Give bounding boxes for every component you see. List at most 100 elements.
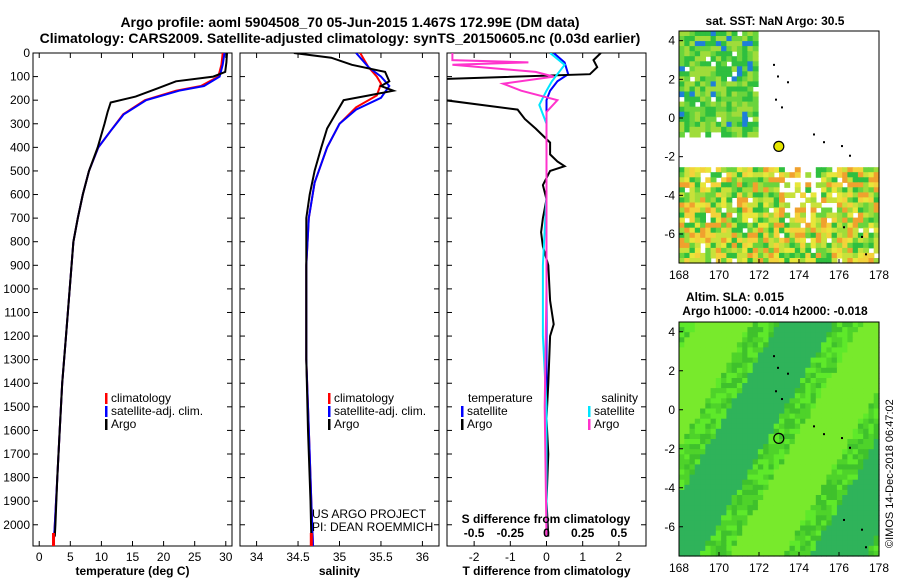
sla-map-cell (821, 423, 827, 430)
sst-map-cell (736, 217, 743, 224)
sla-map-cell (736, 433, 743, 440)
sla-map-cell (726, 535, 733, 542)
sst-map-cell (794, 227, 801, 234)
sst-map-cell (684, 96, 691, 103)
sst-map-cell (757, 232, 764, 239)
sst-map-cell (726, 242, 733, 249)
sla-map-cell (836, 449, 843, 455)
sla-map-cell (731, 357, 738, 364)
difference-profile-xtick-label: 0 (543, 550, 550, 564)
sst-map-cell (821, 222, 827, 229)
sla-map-cell (710, 474, 717, 481)
sla-map-cell (873, 500, 880, 506)
sla-map-cell (757, 352, 764, 359)
sla-map-cell (821, 352, 827, 359)
sla-map-cell (863, 484, 870, 491)
sla-map-cell (794, 510, 801, 516)
sst-map-cell (705, 71, 712, 77)
sla-map-cell (736, 525, 743, 532)
sla-map-cell (857, 383, 864, 389)
sst-map-cell (731, 131, 738, 138)
sla-map-cell (873, 545, 880, 552)
sla-map-cell (684, 418, 691, 425)
sla-map-cell (868, 550, 875, 557)
sst-map-cell (715, 126, 722, 133)
sla-map-cell (700, 550, 706, 557)
sst-map-cell (684, 106, 691, 113)
sla-map-cell (684, 535, 691, 542)
sst-map-cell (694, 217, 701, 224)
sst-map-cell (694, 212, 701, 219)
sst-map-cell (842, 237, 849, 244)
sst-map-cell (757, 242, 764, 249)
sla-map-cell (852, 444, 859, 450)
sla-map-cell (763, 449, 770, 455)
sla-map-cell (794, 383, 801, 389)
sla-map-cell (726, 444, 733, 450)
sst-map-cell (684, 56, 691, 62)
sst-map-cell (752, 91, 759, 98)
sla-map-cell (789, 479, 796, 486)
sla-map-cell (868, 484, 875, 491)
sst-map-cell (873, 202, 880, 209)
sla-map-cell (752, 372, 759, 379)
sla-map-cell (710, 439, 717, 445)
sst-map-cell (752, 237, 759, 244)
sla-map-cell (789, 515, 796, 521)
sla-map-cell (794, 439, 801, 445)
sla-map-cell (826, 484, 833, 491)
sla-map-cell (679, 372, 685, 379)
sst-map-cell (873, 237, 880, 244)
sla-map-cell (731, 418, 738, 425)
sst-map-cell (873, 227, 880, 234)
sla-map-cell (694, 352, 701, 359)
sla-map-cell (826, 403, 833, 410)
sst-map-cell (821, 192, 827, 198)
temp-legend-swatch (105, 393, 108, 404)
sst-map-cell (852, 242, 859, 249)
sla-map-cell (789, 449, 796, 455)
sla-map-cell (815, 459, 822, 465)
sst-map-cell (815, 232, 822, 239)
sla-map-cell (752, 408, 759, 415)
sla-map-cell (710, 327, 717, 333)
sst-map-cell (794, 232, 801, 239)
sla-map-cell (805, 449, 812, 455)
sla-map-cell (789, 327, 796, 333)
sla-map-cell (694, 484, 701, 491)
sst-map-cell (731, 116, 738, 123)
sla-map-cell (873, 352, 880, 359)
sla-map-cell (773, 550, 780, 557)
sst-map-cell (794, 207, 801, 214)
sla-map-cell (800, 439, 806, 445)
sla-map-cell (857, 474, 864, 481)
sla-map-cell (805, 525, 812, 532)
sla-map-cell (710, 535, 717, 542)
sla-map-cell (763, 469, 770, 476)
sla-map-cell (857, 393, 864, 399)
sst-map-cell (726, 66, 733, 72)
sst-map-cell (821, 242, 827, 249)
sla-map-cell (763, 545, 770, 552)
sla-map-cell (831, 495, 838, 501)
sla-map-cell (847, 418, 854, 425)
sla-map-cell (757, 474, 764, 481)
sla-map-cell (752, 515, 759, 521)
sla-map-cell (705, 505, 712, 511)
sst-map-cell (779, 258, 785, 264)
sla-map-cell (736, 342, 743, 348)
sla-map-cell (831, 444, 838, 450)
sst-map-cell (847, 167, 854, 173)
sla-map-cell (721, 479, 727, 486)
sla-map-cell (821, 449, 827, 455)
sla-map-cell (689, 372, 696, 379)
sla-map-cell (831, 530, 838, 537)
sst-map-cell (768, 197, 775, 203)
sst-map-cell (710, 177, 717, 183)
sla-map-cell (726, 433, 733, 440)
sla-map-cell (821, 403, 827, 410)
sst-map-cell (784, 192, 791, 198)
sla-map-cell (810, 550, 817, 557)
sla-map-cell (810, 510, 817, 516)
sla-map-cell (805, 535, 812, 542)
